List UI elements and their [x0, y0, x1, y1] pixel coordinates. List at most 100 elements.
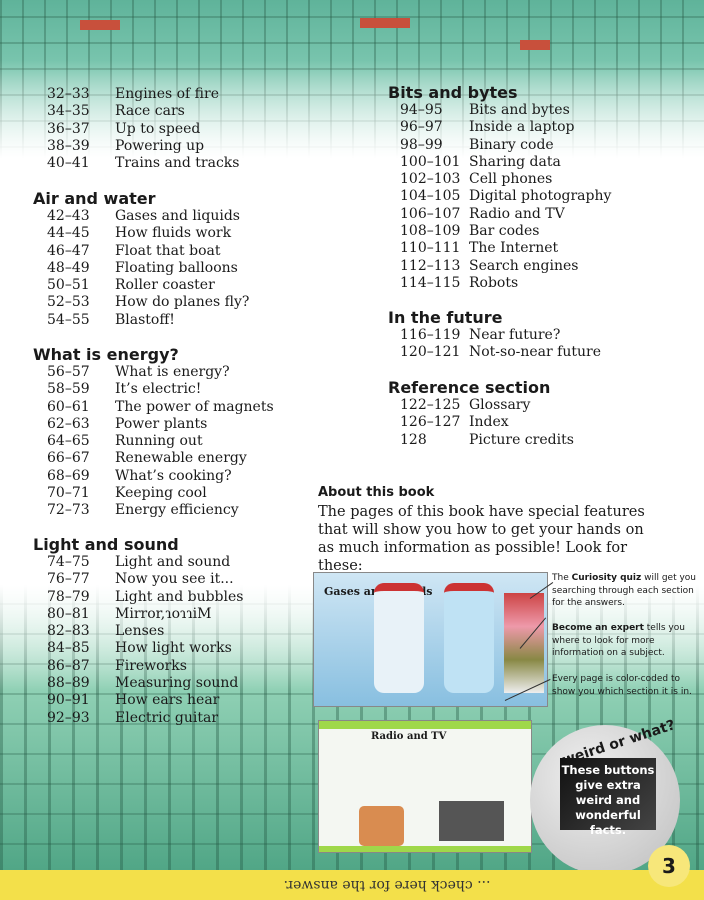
radio-image — [359, 806, 404, 846]
entry-title: Energy efficiency — [115, 502, 239, 519]
entry-title: Now you see it... — [115, 571, 234, 588]
entry-title: Float that boat — [115, 242, 221, 259]
entry-title: How fluids work — [115, 225, 232, 242]
section-heading: Light and sound — [33, 535, 179, 554]
page-range: 126–127 — [400, 414, 461, 431]
contents-entry: 100–101 Sharing data — [388, 154, 611, 171]
section-heading: What is energy? — [33, 345, 179, 364]
entry-title: Radio and TV — [469, 205, 565, 222]
page-range: 94–95 — [400, 102, 443, 118]
entry-title: Race cars — [115, 103, 185, 120]
contents-entry: 74–75 Light and sound — [33, 554, 243, 571]
contents-section: Reference section 122–125 Glossary 126–127 I… — [388, 379, 574, 449]
contents-entry: 90–91 How ears hear — [33, 692, 243, 709]
entry-title: Inside a laptop — [469, 119, 575, 136]
entry-title: Floating balloons — [115, 259, 238, 276]
page-range: 82–83 — [47, 623, 90, 640]
page-range: 98–99 — [400, 136, 443, 153]
page-range: 50–51 — [47, 277, 90, 294]
contents-entry: 36–37 Up to speed — [33, 121, 239, 138]
page-range: 116–119 — [400, 327, 461, 343]
page-range: 106–107 — [400, 205, 461, 222]
jar-image — [444, 583, 494, 693]
note-curiosity-quiz: The Curiosity quiz will get you searchin… — [552, 573, 697, 608]
contents-section: Light and sound 74–75 Light and sound 76–77… — [33, 536, 243, 727]
page-range: 40–41 — [47, 155, 90, 172]
page-range: 36–37 — [47, 120, 90, 137]
sample-spread-gases-liquids: Gases and liquids — [313, 572, 548, 707]
contents-entry: 80–81 Mirror,ɿoɿɿiM — [33, 606, 243, 623]
entry-title: Digital photography — [469, 188, 612, 205]
entry-title: Power plants — [115, 415, 208, 432]
entry-title: The Internet — [469, 240, 559, 257]
page-range: 96–97 — [400, 119, 443, 136]
contents-entry: 40–41 Trains and tracks — [33, 155, 239, 172]
page-range: 78–79 — [47, 588, 90, 605]
contents-section: Air and water 42–43 Gases and liquids 44–45… — [33, 190, 249, 329]
circuit-chip — [520, 40, 550, 50]
contents-entry: 62–63 Power plants — [33, 416, 274, 433]
entry-title: Cell phones — [469, 171, 553, 188]
entry-title: How ears hear — [115, 692, 220, 709]
page-range: 128 — [400, 431, 427, 448]
entry-title: Picture credits — [469, 431, 574, 448]
contents-section: Bits and bytes 94–95 Bits and bytes 96–97 In… — [388, 84, 611, 292]
about-title: About this book — [318, 485, 435, 500]
contents-entry: 34–35 Race cars — [33, 103, 239, 120]
page-range: 32–33 — [47, 86, 90, 102]
contents-entry: 76–77 Now you see it... — [33, 571, 243, 588]
contents-entry: 64–65 Running out — [33, 433, 274, 450]
contents-entry: 104–105 Digital photography — [388, 188, 611, 205]
contents-entry: 54–55 Blastoff! — [33, 312, 249, 329]
page-range: 104–105 — [400, 188, 461, 205]
contents-entry: 42–43 Gases and liquids — [33, 208, 249, 225]
contents-section: In the future 116–119 Near future? 120–121 N… — [388, 309, 601, 362]
section-heading: In the future — [388, 308, 503, 327]
contents-entry: 108–109 Bar codes — [388, 223, 611, 240]
entry-title: Glossary — [469, 397, 531, 413]
contents-entry: 50–51 Roller coaster — [33, 277, 249, 294]
contents-entry: 38–39 Powering up — [33, 138, 239, 155]
entry-title: Engines of fire — [115, 86, 219, 102]
tv-image — [439, 801, 504, 841]
page-range: 102–103 — [400, 171, 461, 188]
contents-entry: 96–97 Inside a laptop — [388, 119, 611, 136]
contents-entry: 86–87 Fireworks — [33, 658, 243, 675]
color-code-bar — [319, 846, 531, 852]
page-range: 68–69 — [47, 467, 90, 484]
entry-title: Running out — [115, 433, 203, 450]
entry-title: Light and sound — [115, 554, 231, 570]
page-range: 70–71 — [47, 485, 90, 502]
page-range: 48–49 — [47, 259, 90, 276]
section-heading: Air and water — [33, 189, 156, 208]
entry-title: Light and bubbles — [115, 588, 244, 605]
page-range: 42–43 — [47, 208, 90, 224]
contents-entry: 102–103 Cell phones — [388, 171, 611, 188]
entry-title: Robots — [469, 274, 519, 291]
entry-title: Measuring sound — [115, 675, 239, 692]
entry-title: It’s electric! — [115, 381, 202, 398]
sample-spread-title: Radio and TV — [371, 731, 447, 742]
about-body: The pages of this book have special feat… — [318, 504, 645, 574]
page-range: 44–45 — [47, 225, 90, 242]
entry-title: What is energy? — [115, 364, 230, 380]
page-range: 56–57 — [47, 364, 90, 380]
page-range: 62–63 — [47, 415, 90, 432]
entry-title: Blastoff! — [115, 311, 175, 328]
page-range: 122–125 — [400, 397, 461, 413]
circuit-chip — [360, 18, 410, 28]
page-range: 120–121 — [400, 344, 461, 361]
entry-title: Fireworks — [115, 657, 187, 674]
note-become-expert: Become an expert tells you where to look… — [552, 623, 685, 658]
contents-entry: 110–111 The Internet — [388, 240, 611, 257]
contents-entry: 128 Picture credits — [388, 432, 574, 449]
contents-entry: 122–125 Glossary — [388, 397, 574, 414]
contents-entry: 94–95 Bits and bytes — [388, 102, 611, 119]
contents-entry: 68–69 What’s cooking? — [33, 468, 274, 485]
contents-entry: 116–119 Near future? — [388, 327, 601, 344]
page-range: 100–101 — [400, 153, 461, 170]
answer-band: ... check here for the answer. — [0, 870, 704, 900]
page-range: 74–75 — [47, 554, 90, 570]
page-range: 64–65 — [47, 433, 90, 450]
contents-entry: 32–33 Engines of fire — [33, 86, 239, 103]
